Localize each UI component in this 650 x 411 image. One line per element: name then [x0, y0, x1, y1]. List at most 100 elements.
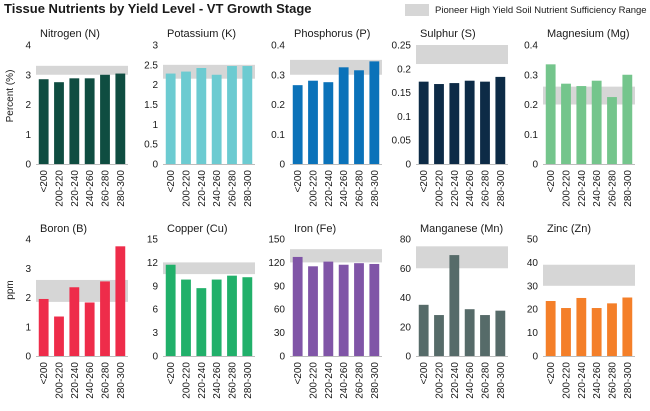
bar	[308, 80, 318, 164]
sufficiency-band	[290, 59, 382, 75]
bar	[69, 287, 80, 356]
y-tick-label: 60	[400, 264, 412, 275]
y-tick-label: 30	[527, 281, 539, 292]
y-tick-label: 50	[527, 235, 539, 246]
x-tick-label: 280-300	[496, 362, 507, 399]
y-tick-label: 20	[527, 305, 539, 316]
bar	[561, 308, 571, 356]
y-tick-label: 0	[279, 352, 285, 363]
y-tick-label: 2.5	[144, 60, 158, 71]
bar	[242, 66, 253, 164]
bar	[480, 81, 490, 164]
x-tick-label: 220-240	[577, 362, 588, 399]
x-tick-label: <200	[39, 362, 50, 385]
y-tick-label: 1	[25, 322, 31, 333]
x-tick-label: <200	[419, 362, 430, 385]
y-tick-label: 12	[147, 258, 159, 269]
x-tick-label: 260-280	[481, 362, 492, 399]
y-tick-label: 0.1	[397, 112, 411, 123]
y-tick-label: 0	[25, 352, 31, 363]
bar	[354, 263, 364, 356]
y-tick-label: 1	[152, 120, 158, 131]
x-tick-label: 220-240	[324, 362, 335, 399]
sufficiency-band	[36, 279, 128, 302]
x-tick-label: 200-220	[182, 170, 193, 207]
bar	[545, 64, 556, 164]
bar	[449, 83, 460, 164]
sufficiency-band	[163, 64, 255, 79]
x-tick-label: 200-220	[562, 170, 573, 207]
y-tick-label: 0.2	[271, 100, 285, 111]
y-tick-label: 80	[400, 235, 412, 246]
x-tick-label: 200-220	[435, 362, 446, 399]
x-tick-label: 220-240	[450, 362, 461, 399]
bar	[434, 315, 444, 356]
y-tick-label: 30	[274, 328, 286, 339]
sufficiency-band	[290, 249, 382, 263]
bar	[607, 97, 617, 164]
y-tick-label: 0	[405, 160, 411, 171]
x-tick-label: <200	[166, 170, 177, 193]
bar	[418, 304, 429, 356]
x-tick-label: 260-280	[608, 362, 619, 399]
panel: Nitrogen (N) 0 1 2 3 4 <200 200-220 220-240 240-2…	[25, 28, 128, 207]
bar	[495, 310, 506, 356]
legend-swatch	[405, 4, 429, 16]
y-tick-label: 0.1	[271, 130, 285, 141]
panel-title: Zinc (Zn)	[547, 223, 591, 235]
x-tick-label: 240-260	[592, 170, 603, 207]
panel: Boron (B) 0 1 2 3 4 <200 200-220 220-240 240-260 2…	[25, 223, 128, 399]
y-tick-label: 1.5	[144, 100, 158, 111]
x-tick-label: 240-260	[465, 362, 476, 399]
x-tick-label: 260-280	[355, 170, 366, 207]
panel-title: Boron (B)	[40, 223, 87, 235]
x-tick-label: 240-260	[85, 362, 96, 399]
bar	[211, 74, 222, 164]
y-tick-label: 20	[400, 322, 412, 333]
x-tick-label: 280-300	[496, 170, 507, 207]
y-tick-label: 3	[152, 328, 158, 339]
bar	[308, 266, 318, 356]
y-tick-label: 0	[532, 352, 538, 363]
x-tick-label: 220-240	[197, 362, 208, 399]
x-tick-label: <200	[546, 170, 557, 193]
bar	[196, 288, 207, 356]
bar	[561, 83, 571, 164]
x-tick-label: 200-220	[309, 362, 320, 399]
x-tick-label: 220-240	[70, 362, 81, 399]
bar	[464, 309, 475, 356]
bar	[622, 297, 633, 356]
bar	[369, 263, 380, 356]
panel: Iron (Fe) 0 30 60 90 120 150 <200 200-220 220-240…	[268, 223, 382, 399]
x-tick-label: 260-280	[228, 362, 239, 399]
y-tick-label: 0.25	[392, 41, 412, 52]
row-ylabel: Percent (%)	[5, 70, 16, 123]
panel: Copper (Cu) 0 3 6 9 12 15 <200 200-220 220-240 240…	[147, 223, 255, 399]
bar	[418, 81, 429, 164]
panel-title: Magnesium (Mg)	[547, 28, 630, 40]
bar	[181, 71, 191, 164]
y-tick-label: 0	[405, 352, 411, 363]
bar	[480, 315, 490, 356]
bar	[434, 84, 444, 164]
y-tick-label: 0	[152, 160, 158, 171]
sufficiency-band	[36, 65, 128, 75]
y-tick-label: 6	[152, 305, 158, 316]
x-tick-label: 280-300	[116, 362, 127, 399]
bar	[227, 275, 237, 356]
y-tick-label: 60	[274, 305, 286, 316]
bar	[338, 264, 349, 356]
bar	[495, 76, 506, 164]
bar	[227, 66, 237, 164]
panel-title: Copper (Cu)	[167, 223, 228, 235]
bar	[242, 277, 253, 356]
x-tick-label: 260-280	[228, 170, 239, 207]
bar	[323, 261, 334, 356]
y-tick-label: 0.2	[397, 64, 411, 75]
x-tick-label: 280-300	[623, 170, 634, 207]
x-tick-label: 260-280	[608, 170, 619, 207]
bar	[591, 308, 602, 356]
y-tick-label: 150	[268, 235, 285, 246]
bar	[100, 281, 110, 356]
